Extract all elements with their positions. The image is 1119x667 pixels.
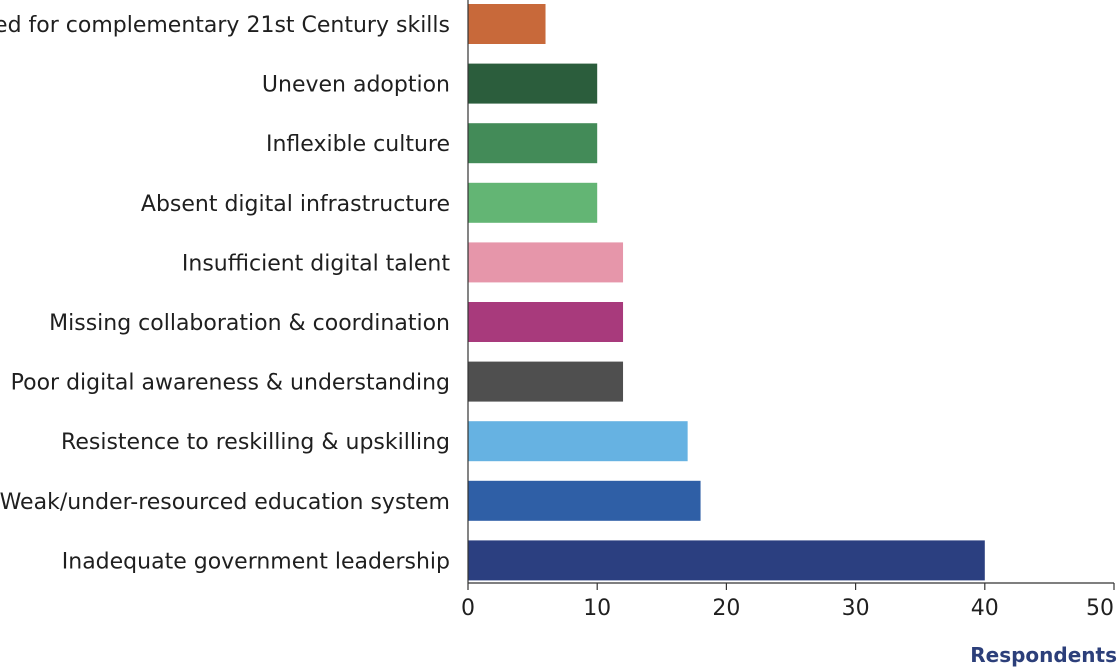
bar-need-for-complementary-21st-century-skills: [468, 4, 546, 44]
x-axis-ticks: 0 10 20 30 40 50: [461, 583, 1115, 621]
bar-poor-digital-awareness-understanding: [468, 361, 624, 402]
category-label-poor-digital-awareness-understanding: Poor digital awareness & understanding: [11, 371, 450, 396]
category-label-inflexible-culture: Inflexible culture: [266, 132, 450, 157]
category-label-weak-under-resourced-education-system: Weak/under-resourced education system: [0, 490, 450, 515]
bar-insufficient-digital-talent: [468, 242, 624, 283]
bar-inflexible-culture: [468, 123, 598, 164]
x-tick-label-0: 0: [461, 596, 475, 621]
bar-absent-digital-infrastructure: [468, 182, 598, 223]
x-tick-label-30: 30: [842, 596, 870, 621]
x-tick-label-50: 50: [1086, 596, 1114, 621]
category-labels: Need for complementary 21st Century skil…: [0, 13, 450, 574]
category-label-inadequate-government-leadership: Inadequate government leadership: [62, 549, 450, 574]
category-label-resistence-to-reskilling-upskilling: Resistence to reskilling & upskilling: [61, 430, 450, 455]
bar-missing-collaboration-coordination: [468, 302, 624, 342]
x-axis-title: Respondents: [970, 643, 1117, 667]
category-label-need-for-complementary-21st-century-skills: Need for complementary 21st Century skil…: [0, 13, 450, 38]
bar-inadequate-government-leadership: [468, 540, 985, 581]
bar-weak-under-resourced-education-system: [468, 480, 701, 521]
bars: [468, 4, 985, 581]
x-tick-label-20: 20: [712, 596, 740, 621]
category-label-insufficient-digital-talent: Insufficient digital talent: [182, 251, 450, 276]
x-tick-label-40: 40: [971, 596, 999, 621]
category-label-missing-collaboration-coordination: Missing collaboration & coordination: [49, 311, 450, 336]
x-tick-label-10: 10: [583, 596, 611, 621]
bar-resistence-to-reskilling-upskilling: [468, 421, 688, 462]
category-label-uneven-adoption: Uneven adoption: [262, 73, 450, 98]
category-label-absent-digital-infrastructure: Absent digital infrastructure: [141, 192, 450, 217]
bar-uneven-adoption: [468, 63, 598, 104]
axes: [467, 0, 1114, 584]
